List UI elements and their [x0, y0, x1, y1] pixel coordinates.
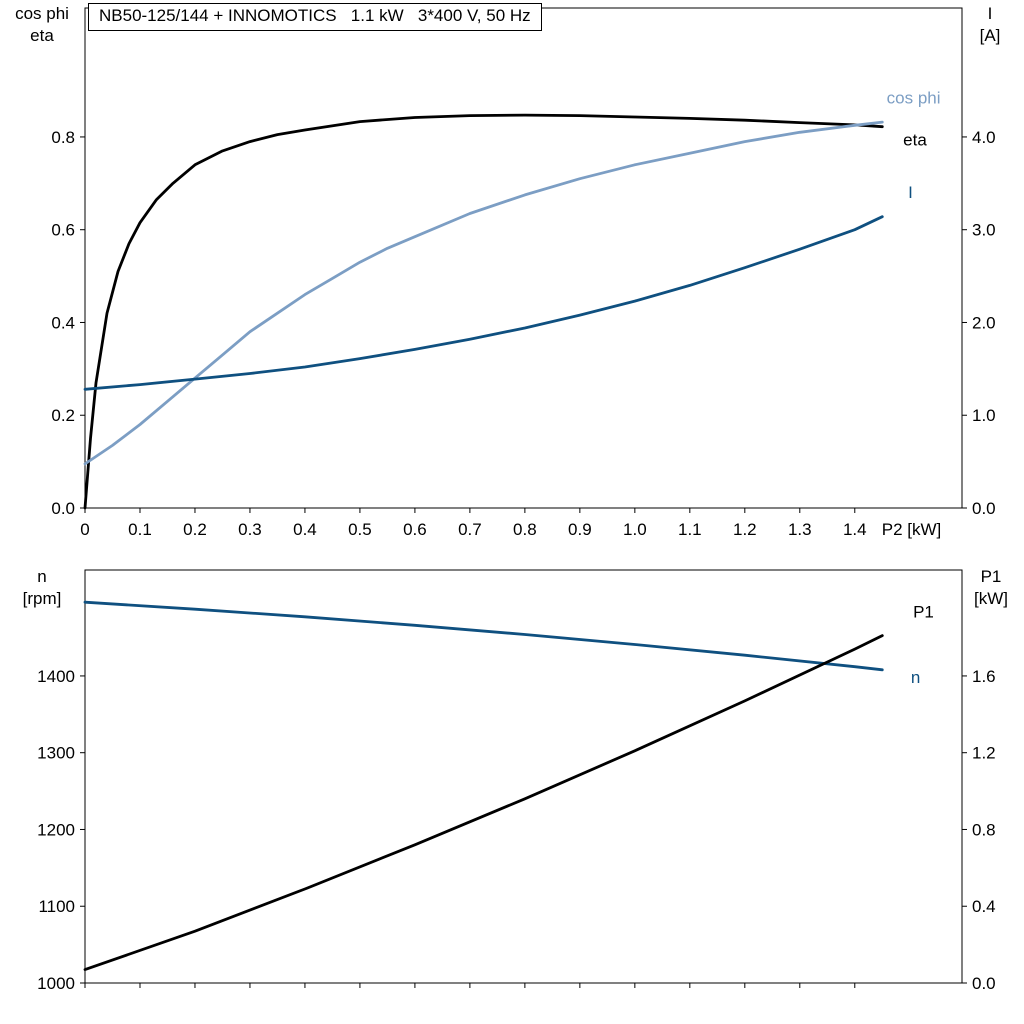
lower-left-axis-title: n [rpm] [4, 566, 80, 610]
x-tick-label: 0.1 [128, 520, 152, 539]
y-right-tick-label: 0.0 [972, 499, 996, 518]
x-tick-label: 0.7 [458, 520, 482, 539]
lower-right-axis-title-line1: P1 [980, 567, 1002, 586]
P1-curve [83, 634, 884, 971]
x-tick-label: 0.3 [238, 520, 262, 539]
lower-right-axis-title-line2: [kW] [974, 589, 1008, 608]
y-right-tick-label: 4.0 [972, 128, 996, 147]
x-tick-label: 1.4 [843, 520, 867, 539]
n-curve [83, 600, 884, 672]
chart-title-box: NB50-125/144 + INNOMOTICS 1.1 kW 3*400 V… [88, 3, 542, 31]
upper-left-axis-title-line1: cos phi [15, 4, 69, 23]
cos-phi-curve [83, 120, 884, 466]
x-tick-label: 0.6 [403, 520, 427, 539]
I-curve-label: I [908, 183, 913, 202]
x-tick-label: 1.0 [623, 520, 647, 539]
y-left-tick-label: 0.8 [51, 128, 75, 147]
upper-right-axis-title-line1: I [987, 4, 993, 23]
cos-phi-curve-label: cos phi [887, 89, 941, 108]
P1-curve-label: P1 [913, 602, 934, 621]
y-right-tick-label: 3.0 [972, 221, 996, 240]
y-right-tick-label: 0.0 [972, 974, 996, 993]
x-tick-label: 0.5 [348, 520, 372, 539]
lower-left-axis-title-line1: n [37, 567, 47, 586]
y-right-tick-label: 2.0 [972, 313, 996, 332]
upper-left-axis-title: cos phi eta [4, 3, 80, 47]
y-left-tick-label: 0.6 [51, 221, 75, 240]
x-tick-label: 0.8 [513, 520, 537, 539]
y-right-tick-label: 0.4 [972, 897, 996, 916]
y-left-tick-label: 0.0 [51, 499, 75, 518]
y-right-tick-label: 0.8 [972, 820, 996, 839]
y-left-tick-label: 1100 [38, 897, 75, 916]
y-left-tick-label: 1000 [37, 974, 75, 993]
y-left-tick-label: 0.4 [51, 313, 75, 332]
upper-right-axis-title: I [A] [964, 3, 1016, 47]
eta-curve [83, 113, 884, 510]
upper-right-axis-title-line2: [A] [979, 26, 1001, 45]
y-left-tick-label: 1300 [37, 744, 75, 763]
motor-performance-upper-plot-border [84, 7, 963, 509]
y-left-tick-label: 1200 [37, 820, 75, 839]
x-tick-label: 1.1 [678, 520, 702, 539]
I-curve [83, 215, 884, 391]
n-curve-label: n [911, 668, 920, 687]
x-tick-label: 0.2 [183, 520, 207, 539]
y-left-tick-label: 0.2 [51, 406, 75, 425]
y-left-tick-label: 1400 [37, 667, 75, 686]
x-tick-label: 0.9 [568, 520, 592, 539]
upper-left-axis-title-line2: eta [30, 26, 54, 45]
eta-curve-label: eta [903, 130, 927, 149]
x-axis-unit-label: P2 [kW] [882, 520, 942, 539]
x-tick-label: 1.3 [788, 520, 812, 539]
y-right-tick-label: 1.6 [972, 667, 996, 686]
lower-right-axis-title: P1 [kW] [962, 566, 1020, 610]
y-right-tick-label: 1.0 [972, 406, 996, 425]
motor-performance-lower-plot-border [84, 569, 963, 984]
lower-left-axis-title-line2: [rpm] [22, 589, 62, 608]
x-tick-label: 1.2 [733, 520, 757, 539]
y-right-tick-label: 1.2 [972, 744, 996, 763]
x-tick-label: 0.4 [293, 520, 317, 539]
x-tick-label: 0 [80, 520, 89, 539]
